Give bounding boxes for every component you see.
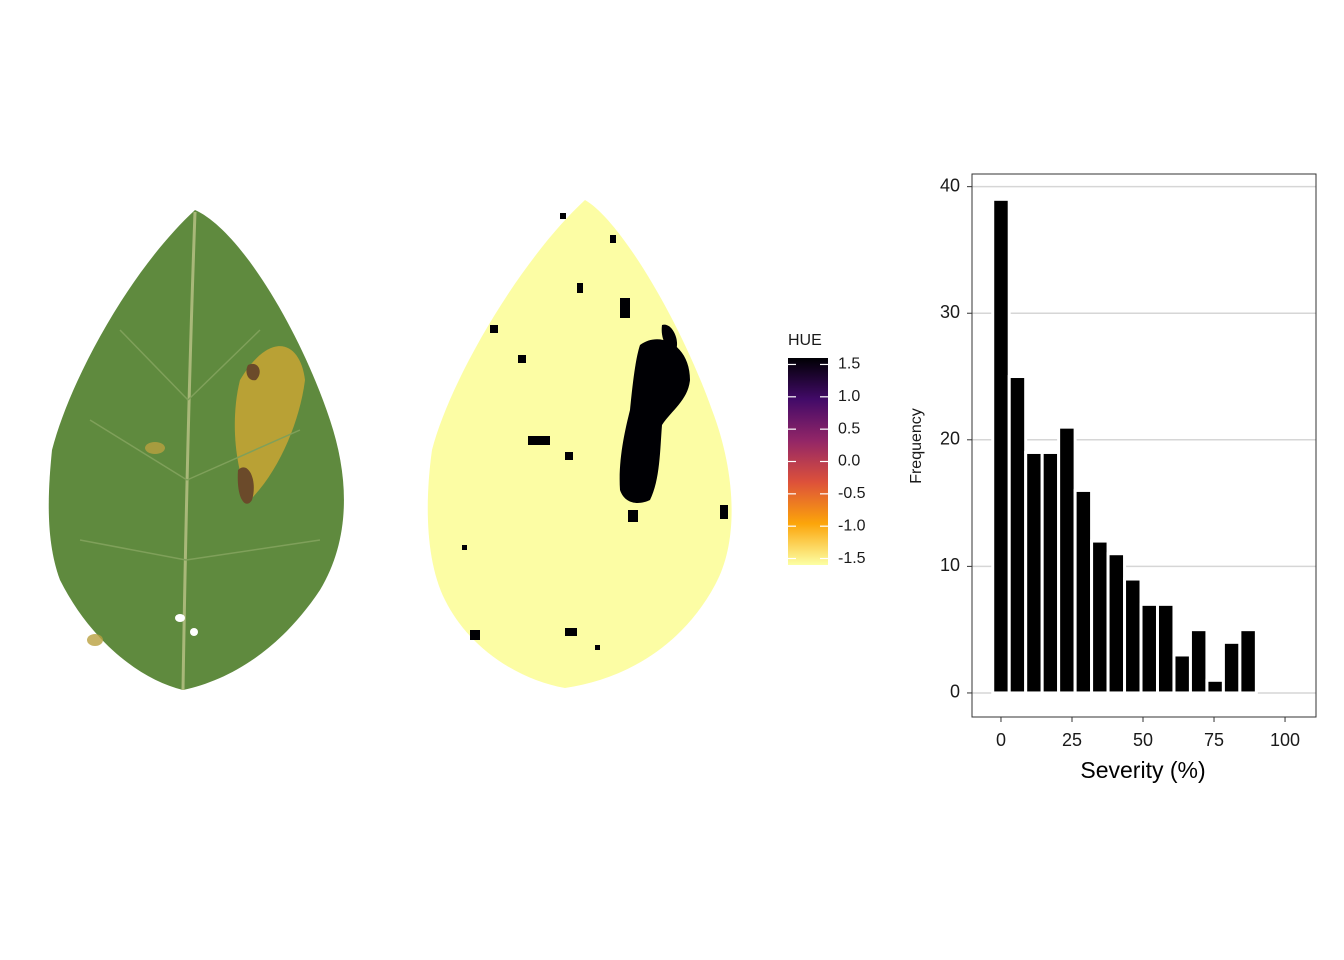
colorbar-tick-label: 1.5 <box>838 356 860 373</box>
y-tick-label: 0 <box>950 682 960 702</box>
bar <box>1040 450 1061 695</box>
bar <box>1073 488 1094 695</box>
bar <box>991 197 1011 695</box>
bar <box>1155 602 1176 695</box>
bar <box>1188 628 1209 695</box>
colorbar-tick-label: -1.5 <box>838 550 866 567</box>
x-tick-label: 25 <box>1062 730 1082 750</box>
bar <box>1106 552 1127 695</box>
x-tick-label: 75 <box>1204 730 1224 750</box>
colorbar-tick-label: -1.0 <box>838 517 866 534</box>
bar <box>1139 602 1159 695</box>
x-tick-label: 100 <box>1270 730 1300 750</box>
colorbar-title: HUE <box>788 332 822 349</box>
colorbar-tick-label: 0.0 <box>838 453 860 470</box>
leaf-hue-map <box>427 200 732 688</box>
y-tick-label: 20 <box>940 429 960 449</box>
y-tick-label: 30 <box>940 302 960 322</box>
y-tick-label: 10 <box>940 555 960 575</box>
y-axis-title: Frequency <box>908 408 925 484</box>
x-tick-label: 50 <box>1133 730 1153 750</box>
bar <box>1024 450 1044 695</box>
bar <box>1172 653 1192 695</box>
colorbar-tick-label: -0.5 <box>838 485 866 502</box>
colorbar-tick-label: 1.0 <box>838 388 860 405</box>
colorbar-tick-label: 0.5 <box>838 420 860 437</box>
x-tick-label: 0 <box>996 730 1006 750</box>
y-tick-label: 40 <box>940 175 960 195</box>
bar <box>1205 678 1225 695</box>
bar <box>1123 577 1143 695</box>
bar <box>1090 539 1110 695</box>
bar <box>1238 628 1258 695</box>
bar <box>1221 640 1242 695</box>
x-axis-title: Severity (%) <box>1080 757 1205 783</box>
bar <box>1057 425 1077 695</box>
panel-border <box>971 173 1317 718</box>
leaf-photo <box>48 210 344 691</box>
bar <box>1007 375 1028 695</box>
